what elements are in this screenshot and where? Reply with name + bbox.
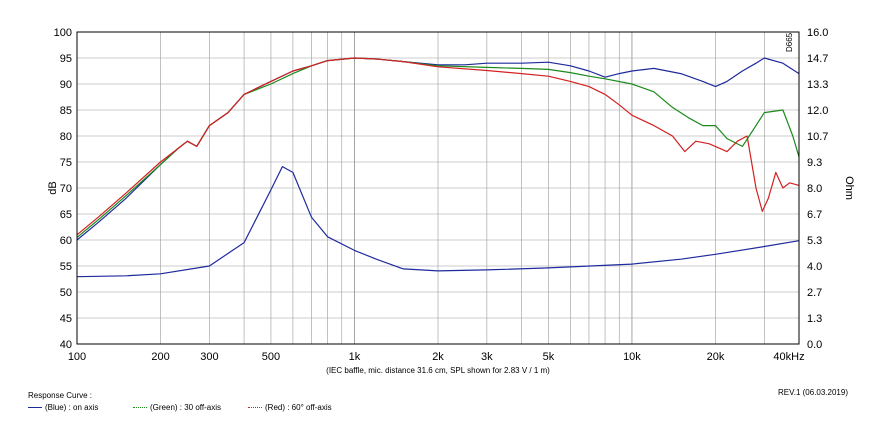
x-tick-label: 5k (543, 351, 555, 363)
y-right-tick-label: 6.7 (807, 209, 822, 221)
y-right-tick-label: 10.7 (807, 131, 828, 143)
x-tick-label: 100 (68, 351, 86, 363)
y-left-tick-label: 75 (60, 157, 72, 169)
legend-item-red: (Red) : 60° off-axis (248, 403, 332, 412)
y-right-tick-label: 2.7 (807, 287, 822, 299)
legend-swatch-blue (28, 407, 42, 409)
y-left-tick-label: 60 (60, 235, 72, 247)
y-left-tick-label: 45 (60, 313, 72, 325)
y-right-tick-label: 5.3 (807, 235, 822, 247)
legend-title: Response Curve : (28, 391, 93, 400)
x-axis-ticks: 100 200 300 500 1k 2k 3k 5k 10k 20k 40kHz (68, 351, 805, 363)
legend-label-red: (Red) : 60° off-axis (265, 403, 332, 412)
y-left-tick-label: 85 (60, 105, 72, 117)
y-axis-label-left: dB (47, 181, 59, 194)
y-left-tick-label: 70 (60, 183, 72, 195)
legend-swatch-green (133, 407, 147, 409)
x-tick-label: 200 (151, 351, 169, 363)
y-right-tick-label: 4.0 (807, 261, 822, 273)
plot-side-code: D665 (785, 32, 794, 52)
x-axis-caption: (IEC baffle, mic. distance 31.6 cm, SPL … (326, 366, 550, 375)
y-right-tick-label: 8.0 (807, 183, 822, 195)
y-left-tick-label: 100 (54, 27, 72, 39)
x-tick-label: 1k (349, 351, 361, 363)
x-tick-label: 2k (432, 351, 444, 363)
y-right-tick-label: 9.3 (807, 157, 822, 169)
legend-label-green: (Green) : 30 off-axis (150, 403, 221, 412)
y-left-tick-label: 55 (60, 261, 72, 273)
y-left-tick-label: 80 (60, 131, 72, 143)
x-tick-label: 10k (623, 351, 641, 363)
x-tick-label: 40kHz (773, 351, 804, 363)
y-left-tick-label: 40 (60, 339, 72, 351)
revision-note: REV.1 (06.03.2019) (778, 388, 848, 397)
y-right-tick-label: 13.3 (807, 79, 828, 91)
x-tick-label: 500 (262, 351, 280, 363)
y-left-tick-label: 90 (60, 79, 72, 91)
series-line-2 (76, 57, 800, 236)
grid (77, 31, 799, 345)
left-axis-ticks: 40 45 50 55 60 65 70 75 80 85 90 95 100 (54, 27, 72, 351)
y-right-tick-label: 1.3 (807, 313, 822, 325)
y-axis-label-right: Ohm (843, 176, 855, 200)
y-right-tick-label: 14.7 (807, 53, 828, 65)
x-tick-label: 300 (200, 351, 218, 363)
curves (76, 57, 800, 278)
y-left-tick-label: 95 (60, 53, 72, 65)
legend-swatch-red (248, 407, 262, 409)
plot-frame (76, 31, 800, 345)
legend-label-blue: (Blue) : on axis (45, 403, 99, 412)
right-axis-ticks: 0.0 1.3 2.7 4.0 5.3 6.7 8.0 9.3 10.7 12.0 13.3 14.7… (807, 27, 828, 351)
x-tick-label: 20k (707, 351, 725, 363)
x-tick-label: 3k (481, 351, 493, 363)
y-left-tick-label: 65 (60, 209, 72, 221)
series-line-impedance (76, 166, 800, 278)
legend-item-blue: (Blue) : on axis (28, 403, 98, 412)
y-left-tick-label: 50 (60, 287, 72, 299)
y-right-tick-label: 16.0 (807, 27, 828, 39)
y-right-tick-label: 12.0 (807, 105, 828, 117)
y-right-tick-label: 0.0 (807, 339, 822, 351)
legend-item-green: (Green) : 30 off-axis (133, 403, 221, 412)
